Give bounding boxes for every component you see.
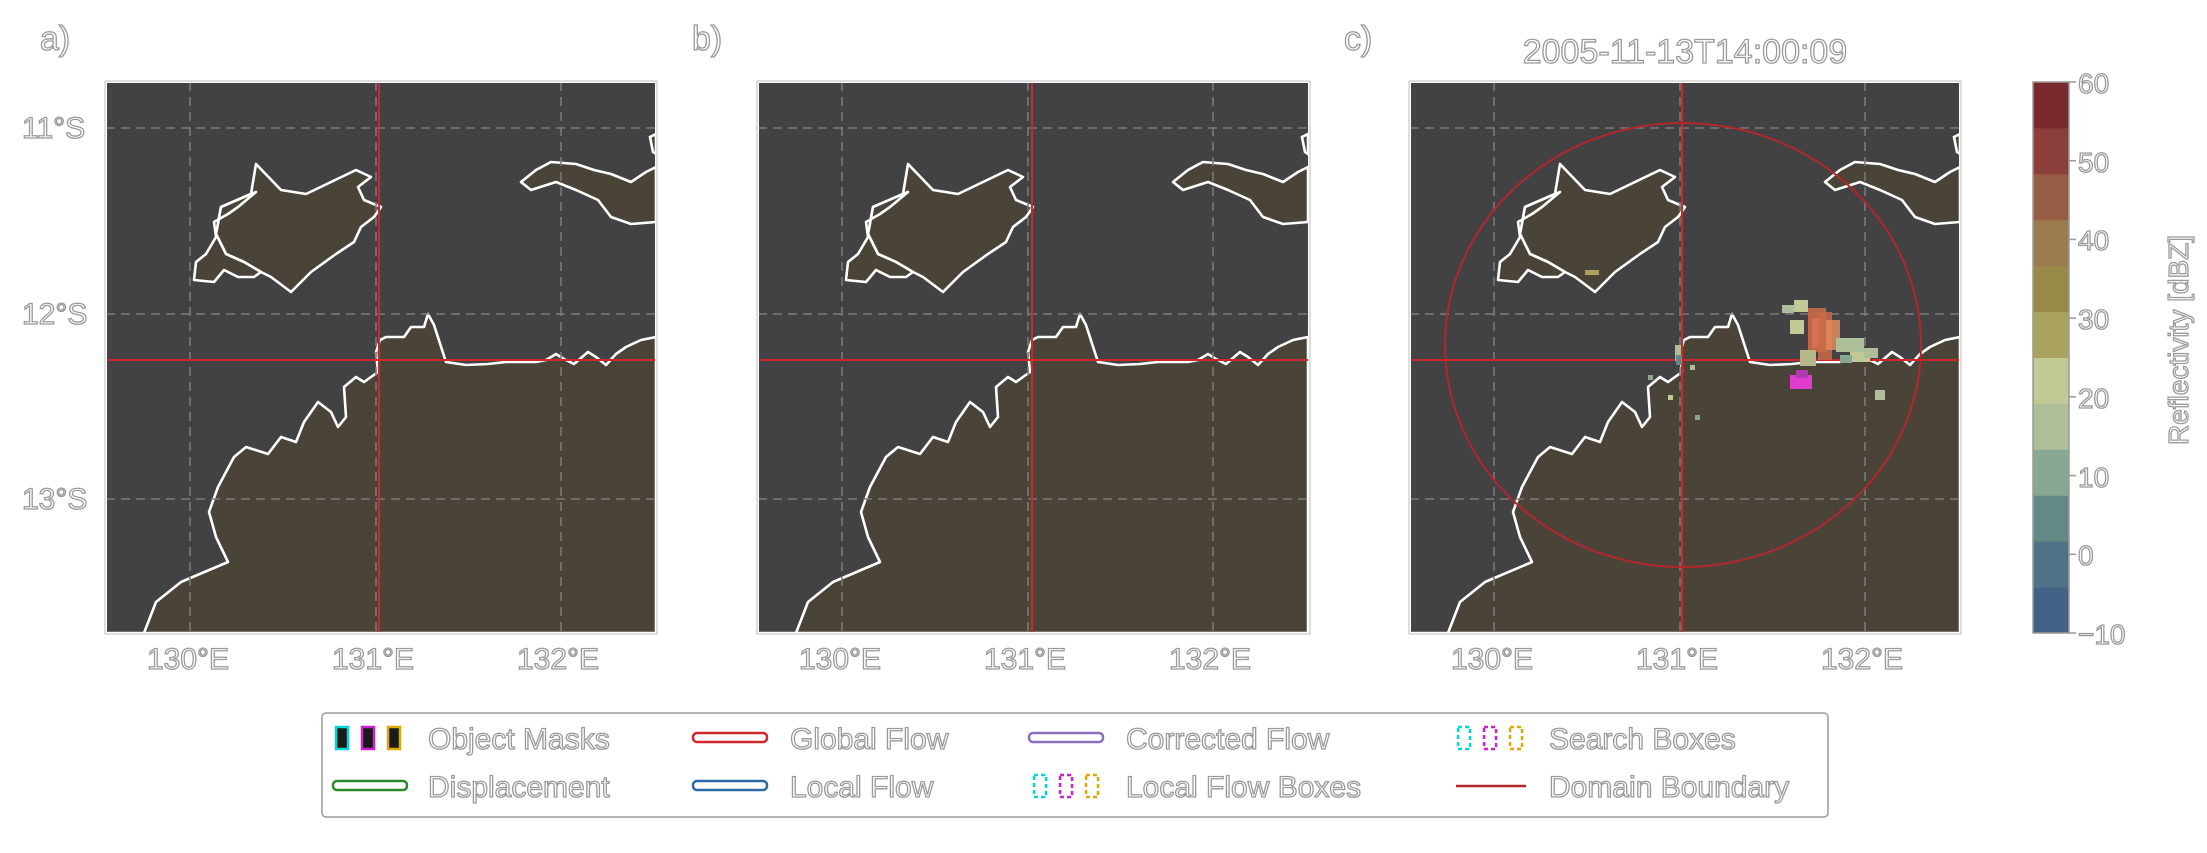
- colorbar-tick-labels: 60 50 40 30 20 10 0 −10: [2077, 67, 2126, 650]
- colorbar-segment: [2033, 127, 2069, 175]
- legend-label-corrected-flow: Corrected Flow: [1126, 723, 1330, 756]
- colorbar-segment: [2033, 219, 2069, 267]
- x-tick-130e-c: 130°E: [1451, 643, 1533, 676]
- legend: Object Masks Global Flow Corrected Flow …: [321, 712, 1829, 818]
- map-frame-a: [105, 81, 657, 634]
- legend-label-global-flow: Global Flow: [790, 723, 949, 756]
- colorbar-segments: [2033, 82, 2069, 634]
- legend-label-search-boxes: Search Boxes: [1549, 723, 1736, 756]
- colorbar-segment: [2033, 265, 2069, 313]
- colorbar-segment: [2033, 587, 2069, 634]
- colorbar-tick-minus10: −10: [2078, 619, 2126, 650]
- colorbar-segment: [2033, 311, 2069, 358]
- panel-letter-b: b): [692, 20, 722, 58]
- local-flow-icon: [691, 779, 769, 792]
- y-tick-labels-a: 11°S 12°S 13°S: [21, 111, 88, 516]
- legend-label-local-flow: Local Flow: [790, 771, 934, 804]
- legend-label-local-flow-boxes: Local Flow Boxes: [1126, 771, 1361, 804]
- x-tick-130e: 130°E: [147, 643, 229, 676]
- x-tick-132e: 132°E: [517, 643, 599, 676]
- x-tick-131e-c: 131°E: [1636, 643, 1718, 676]
- legend-label-domain-boundary: Domain Boundary: [1549, 771, 1789, 804]
- colorbar-frame: [2032, 81, 2070, 634]
- colorbar-segment: [2033, 495, 2069, 542]
- y-tick-12s: 12°S: [22, 298, 87, 331]
- colorbar-tick-10: 10: [2078, 462, 2109, 493]
- y-tick-11s: 11°S: [22, 112, 85, 145]
- legend-label-displacement: Displacement: [428, 771, 610, 804]
- colorbar-segment: [2033, 449, 2069, 496]
- colorbar-segment: [2033, 403, 2069, 450]
- map-c: [1410, 82, 1960, 633]
- local-flow-boxes-icon: [1032, 773, 1100, 799]
- colorbar-segment: [2033, 357, 2069, 404]
- corrected-flow-icon: [1027, 731, 1105, 744]
- colorbar-tick-60: 60: [2078, 68, 2109, 99]
- colorbar-tick-50: 50: [2078, 147, 2109, 178]
- panel-letter-c: c): [1344, 20, 1372, 58]
- colorbar-tick-20: 20: [2078, 383, 2109, 414]
- x-tick-132e-c: 132°E: [1821, 643, 1903, 676]
- panel-letter-a: a): [40, 20, 70, 58]
- map-frame-b: [757, 81, 1310, 634]
- reflectivity-echoes: [1585, 270, 1885, 420]
- displacement-icon: [331, 779, 409, 792]
- x-tick-131e-b: 131°E: [984, 643, 1066, 676]
- panel-b: b) 130°E 131°E 132°E: [691, 19, 1311, 677]
- panel-c: c) 2005-11-13T14:00:09: [1343, 19, 1962, 677]
- colorbar-tick-40: 40: [2078, 225, 2109, 256]
- colorbar-segment: [2033, 541, 2069, 588]
- x-tick-130e-b: 130°E: [799, 643, 881, 676]
- colorbar-segment: [2033, 173, 2069, 221]
- domain-boundary-circle: [1444, 122, 1922, 568]
- x-tick-labels-b: 130°E 131°E 132°E: [798, 642, 1251, 676]
- panel-a: a) 11°S 12°S 13°S 130°E 131°E 132°E: [21, 19, 658, 677]
- colorbar-tick-0: 0: [2078, 540, 2094, 571]
- global-flow-icon: [691, 731, 769, 744]
- colorbar-segment: [2033, 82, 2069, 129]
- colorbar-tick-marks: [2069, 81, 2076, 634]
- x-tick-labels-c: 130°E 131°E 132°E: [1450, 642, 1903, 676]
- panel-title-c: 2005-11-13T14:00:09: [1523, 33, 1848, 71]
- x-tick-labels-a: 130°E 131°E 132°E: [146, 642, 599, 676]
- map-frame-c: [1409, 81, 1961, 634]
- colorbar-tick-30: 30: [2078, 304, 2109, 335]
- legend-label-object-masks: Object Masks: [428, 723, 610, 756]
- colorbar-label: Reflectivity [dBZ]: [2163, 235, 2194, 445]
- y-tick-13s: 13°S: [22, 483, 87, 516]
- search-boxes-icon: [1456, 725, 1524, 751]
- object-masks-icon: [334, 725, 402, 751]
- map-a: [106, 82, 656, 633]
- x-tick-132e-b: 132°E: [1169, 643, 1251, 676]
- colorbar: 60 50 40 30 20 10 0 −10 Reflectivity [dB…: [2032, 67, 2195, 651]
- map-b: [758, 82, 1309, 633]
- x-tick-131e: 131°E: [332, 643, 414, 676]
